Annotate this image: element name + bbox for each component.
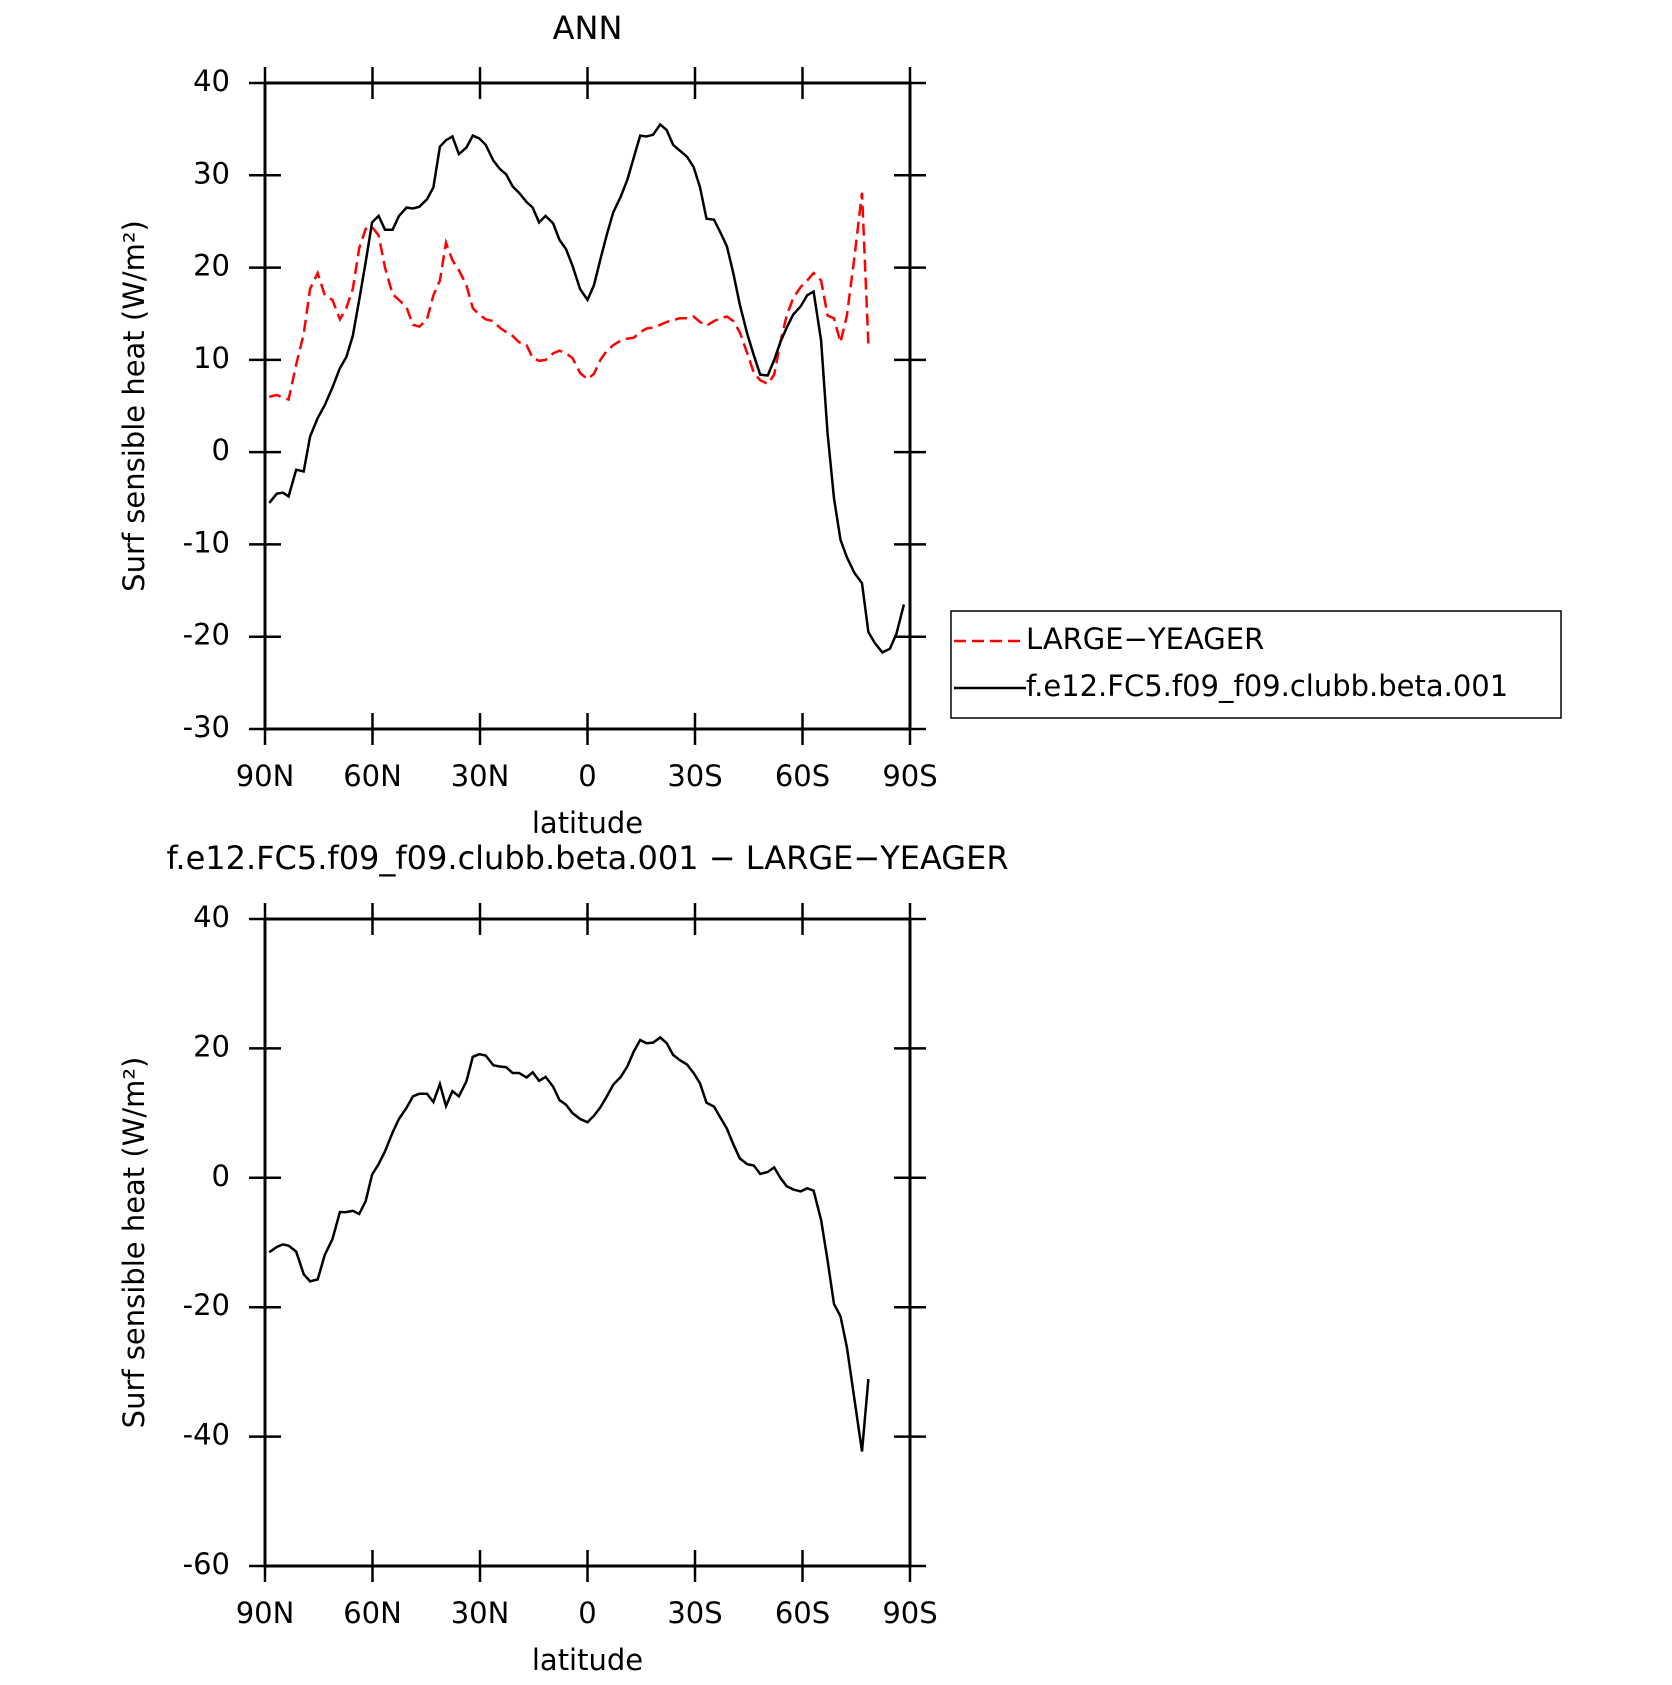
y-tick-label: -10 bbox=[183, 525, 230, 559]
y-axis-label: Surf sensible heat (W/m²) bbox=[117, 220, 151, 592]
x-tick-label: 60S bbox=[775, 759, 830, 793]
x-tick-label: 90N bbox=[236, 759, 295, 793]
y-tick-label: 10 bbox=[193, 341, 230, 375]
data-line bbox=[268, 122, 906, 654]
y-tick-label: 0 bbox=[212, 1159, 230, 1193]
x-tick-label: 90S bbox=[882, 1596, 937, 1630]
x-tick-label: 30N bbox=[451, 759, 510, 793]
y-tick-label: -60 bbox=[183, 1547, 230, 1581]
chart-title: f.e12.FC5.f09_f09.clubb.beta.001 − LARGE… bbox=[166, 839, 1008, 877]
x-tick-label: 0 bbox=[578, 759, 596, 793]
x-tick-label: 60S bbox=[775, 1596, 830, 1630]
plot-frame bbox=[263, 81, 912, 731]
x-tick-label: 90S bbox=[882, 759, 937, 793]
x-axis-label: latitude bbox=[532, 1643, 643, 1677]
y-tick-label: 30 bbox=[193, 156, 230, 190]
y-tick-label: -20 bbox=[183, 1288, 230, 1322]
y-tick-label: -40 bbox=[183, 1418, 230, 1452]
x-tick-label: 60N bbox=[343, 1596, 402, 1630]
y-tick-label: 20 bbox=[193, 1029, 230, 1063]
y-tick-label: 40 bbox=[193, 64, 230, 98]
plot-frame bbox=[263, 917, 912, 1568]
y-tick-label: 40 bbox=[193, 900, 230, 934]
chart-title: ANN bbox=[553, 9, 623, 47]
x-tick-label: 30S bbox=[667, 759, 722, 793]
data-line bbox=[268, 192, 870, 402]
y-tick-label: 0 bbox=[212, 433, 230, 467]
x-axis-label: latitude bbox=[532, 806, 643, 840]
x-tick-label: 60N bbox=[343, 759, 402, 793]
x-tick-label: 30S bbox=[667, 1596, 722, 1630]
y-tick-label: -30 bbox=[183, 710, 230, 744]
legend-label: LARGE−YEAGER bbox=[1026, 622, 1264, 656]
x-tick-label: 30N bbox=[451, 1596, 510, 1630]
x-tick-label: 90N bbox=[236, 1596, 295, 1630]
y-axis-label: Surf sensible heat (W/m²) bbox=[117, 1057, 151, 1429]
x-tick-label: 0 bbox=[578, 1596, 596, 1630]
legend-box bbox=[950, 610, 1562, 719]
y-tick-label: -20 bbox=[183, 618, 230, 652]
y-tick-label: 20 bbox=[193, 249, 230, 283]
legend-label: f.e12.FC5.f09_f09.clubb.beta.001 bbox=[1026, 669, 1508, 703]
data-line bbox=[268, 1035, 870, 1452]
